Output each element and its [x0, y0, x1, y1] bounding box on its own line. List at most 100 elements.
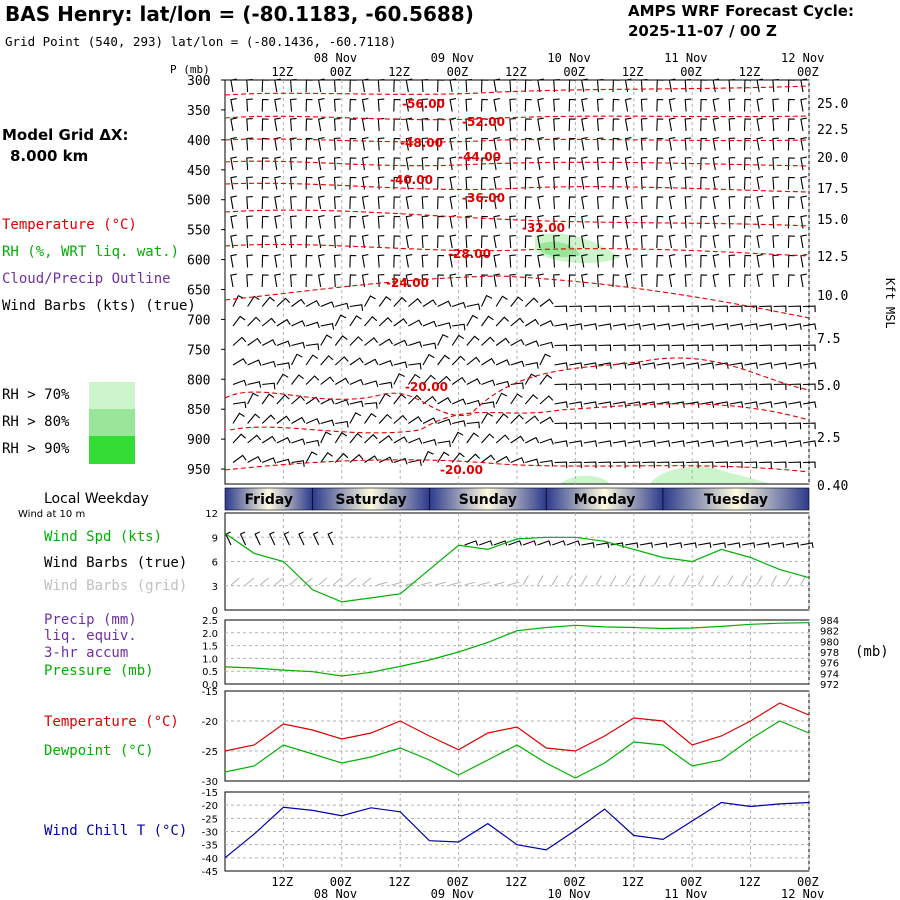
grid-wind-barb [449, 581, 461, 586]
wind-barb [656, 344, 670, 352]
wind-barb [642, 383, 655, 391]
wind-barb [772, 215, 779, 229]
wind-barb [596, 137, 604, 151]
wind-barb [232, 336, 247, 346]
wind-barb [627, 383, 641, 391]
wind-barb [349, 157, 357, 171]
wind-barb [728, 118, 736, 132]
wind-barb [261, 118, 269, 132]
wind-barb [317, 98, 325, 112]
weekday-segment [312, 487, 430, 511]
wind-barb [671, 461, 685, 469]
wind-barb [377, 235, 385, 249]
wind-panel-ytick: 12 [205, 509, 218, 520]
cross-section-frame [224, 79, 810, 485]
wind-barb [276, 436, 291, 444]
pressure-tick-label: 650 [187, 283, 210, 298]
wind-barb [317, 195, 325, 210]
wind-barb [334, 356, 349, 366]
wind-barb [684, 98, 692, 112]
top-hour-label: 00Z [563, 65, 585, 79]
wind-barb [510, 338, 525, 346]
wind-barb [317, 117, 325, 132]
wind-barb [537, 117, 544, 132]
wind-barb [451, 355, 466, 366]
wind-barb [317, 78, 325, 93]
wind-barb [465, 157, 473, 171]
wind-barb [408, 416, 423, 424]
wind-barb [466, 432, 479, 444]
true-wind-barb [771, 542, 785, 548]
wind-barb [668, 137, 676, 151]
wind-barb [539, 298, 554, 307]
wind-barb [712, 176, 720, 190]
wind-barb [686, 401, 700, 408]
wind-barb [744, 323, 758, 330]
wind-barb [656, 79, 664, 93]
top-hour-label: 00Z [797, 65, 819, 79]
true-wind-barb [756, 542, 770, 548]
wind-barb [581, 254, 588, 268]
wind-barb [627, 461, 641, 469]
wind-barb [437, 79, 445, 93]
wind-barb [583, 383, 597, 391]
wind-barb [596, 235, 604, 249]
wind-barb [596, 118, 604, 132]
pressure-tick-label: 950 [187, 463, 210, 478]
wind-barb [364, 433, 378, 444]
wind-barb [640, 176, 648, 190]
wind-barb [232, 401, 247, 409]
wind-barb [525, 458, 540, 466]
wind-barb [378, 456, 394, 463]
wind-barb [333, 176, 341, 190]
wind-barb [393, 436, 408, 444]
wind-barb [642, 401, 656, 408]
wind-barb [569, 362, 583, 369]
wind-barb [656, 157, 664, 171]
wind-barb [274, 234, 281, 249]
wind-barb [465, 79, 473, 93]
windchill-panel-ytick: -40 [202, 854, 218, 865]
wind-barb [261, 339, 277, 346]
wind-barb [493, 117, 501, 132]
grid-wind-barb [493, 581, 505, 586]
wind-barb [422, 320, 437, 328]
wind-barb [773, 344, 787, 352]
wind-barb [581, 117, 588, 132]
wind-barb [349, 454, 364, 463]
wind-barb [305, 321, 320, 329]
wind-barb [393, 339, 408, 347]
wind-barb [509, 176, 516, 190]
wind-barb [320, 419, 335, 427]
weekday-label: Saturday [335, 492, 406, 508]
wind-barb [465, 274, 473, 288]
wind-barb [715, 422, 729, 430]
wind-barb [421, 215, 429, 229]
wind-barb [787, 235, 795, 249]
wind-barb [800, 234, 807, 249]
wind-barb [481, 315, 494, 327]
temperature-contour-label: -24.00 [386, 276, 429, 290]
wind-barb [787, 98, 795, 112]
wind-barb [800, 215, 807, 229]
top-date-label: 08 Nov [314, 51, 357, 65]
wind-barb [537, 78, 544, 93]
wind-barb [393, 157, 401, 171]
wind-barb [510, 296, 524, 307]
wind-barb [349, 118, 357, 132]
wind-barb [364, 316, 378, 327]
temperature-contour [224, 115, 810, 121]
wind-barb [361, 273, 369, 288]
wind-barb [334, 335, 348, 346]
wind-barb [349, 315, 362, 327]
wind-barb [465, 196, 473, 210]
wind-barb [554, 401, 568, 408]
wind-barb [802, 461, 816, 469]
wind-barb [712, 195, 720, 210]
wind-barb [642, 422, 655, 430]
wind-barb [612, 422, 626, 430]
wind-barb [261, 79, 269, 93]
wind-barb [744, 440, 758, 447]
